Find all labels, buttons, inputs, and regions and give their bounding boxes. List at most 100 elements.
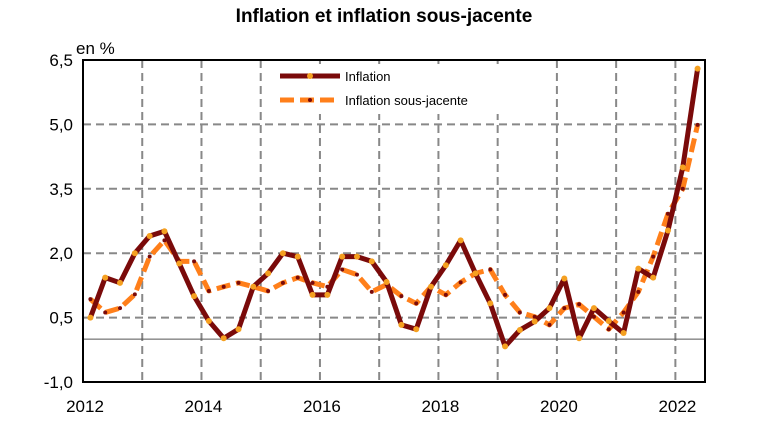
legend: Inflation Inflation sous-jacente [272,64,504,114]
data-point-core [414,301,419,306]
data-point-inflation [294,253,301,260]
data-point-core [399,294,404,299]
data-point-inflation [176,260,183,267]
data-point-core [103,310,108,315]
data-point-core [562,306,567,311]
data-point-inflation [561,275,568,282]
x-tick-label: 2012 [66,397,104,416]
data-point-core [517,310,522,315]
data-point-inflation [117,279,124,286]
data-point-core [280,280,285,285]
data-point-inflation [87,314,94,321]
y-tick-label: 2,0 [49,244,73,263]
data-point-core [547,322,552,327]
x-tick-label: 2016 [303,397,341,416]
data-point-inflation [472,270,479,277]
series-line-core [88,124,701,332]
y-tick-label: 5,0 [49,115,73,134]
data-point-inflation [265,270,272,277]
data-point-inflation [250,283,257,290]
data-point-inflation [664,227,671,234]
data-point-core [310,280,315,285]
data-point-inflation [620,330,627,337]
x-tick-label: 2020 [540,397,578,416]
data-point-core [606,327,611,332]
series-group [87,65,701,350]
data-point-core [488,267,493,272]
y-axis-label: en % [76,39,115,58]
data-point-core [621,310,626,315]
data-point-inflation [442,262,449,269]
y-tick-label: 3,5 [49,180,73,199]
data-point-core [354,272,359,277]
legend-box [272,64,504,114]
series-line-inflation [88,68,701,349]
data-point-inflation [191,293,198,300]
data-point-inflation [339,253,346,260]
data-point-core [695,122,700,127]
data-point-core [680,186,685,191]
data-point-core [266,288,271,293]
data-point-inflation [635,265,642,272]
data-point-inflation [353,253,360,260]
data-point-inflation [516,327,523,334]
data-point-inflation [235,326,242,333]
data-point-inflation [546,305,553,312]
data-point-core [118,306,123,311]
data-point-inflation [428,283,435,290]
data-point-inflation [205,318,212,325]
y-tick-label: -1,0 [44,373,73,392]
data-point-inflation [679,164,686,171]
data-point-core [236,280,241,285]
y-tick-label: 6,5 [49,51,73,70]
y-tick-label: 0,5 [49,309,73,328]
data-point-inflation [368,258,375,265]
data-point-inflation [161,228,168,235]
data-point-inflation [605,318,612,325]
chart-title: Inflation et inflation sous-jacente [235,6,533,27]
data-point-core [221,284,226,289]
data-point-core [206,288,211,293]
data-point-core [577,302,582,307]
data-point-core [340,267,345,272]
x-tick-label: 2018 [422,397,460,416]
x-tick-label: 2022 [658,397,696,416]
data-point-inflation [650,274,657,281]
data-point-core [651,254,656,259]
legend-marker-core [308,98,312,102]
data-point-inflation [531,318,538,325]
legend-marker-inflation [307,73,313,79]
data-point-core [295,275,300,280]
data-point-inflation [324,291,331,298]
data-point-core [88,297,93,302]
data-point-inflation [146,233,153,240]
data-point-inflation [383,278,390,285]
data-point-core [369,289,374,294]
data-point-core [458,280,463,285]
axes: -1,0 0,5 2,0 3,5 5,0 6,5 2012 2014 2016 2018 2020 2… [44,51,706,416]
data-point-core [132,292,137,297]
x-tick-label: 2014 [185,397,223,416]
data-point-inflation [694,65,701,72]
data-point-inflation [413,326,420,333]
legend-label-inflation: Inflation [345,69,391,84]
data-point-inflation [487,300,494,307]
data-point-inflation [220,335,227,342]
data-point-core [636,289,641,294]
data-point-inflation [131,250,138,257]
data-point-core [443,292,448,297]
plot-frame [82,59,706,383]
data-point-inflation [102,274,109,281]
data-point-core [503,292,508,297]
data-point-inflation [457,237,464,244]
legend-label-core: Inflation sous-jacente [345,93,468,108]
data-point-inflation [576,335,583,342]
data-point-inflation [502,343,509,350]
data-point-inflation [590,305,597,312]
data-point-inflation [309,291,316,298]
data-point-inflation [398,321,405,328]
data-point-inflation [279,250,286,257]
data-point-core [147,254,152,259]
data-point-core [665,211,670,216]
